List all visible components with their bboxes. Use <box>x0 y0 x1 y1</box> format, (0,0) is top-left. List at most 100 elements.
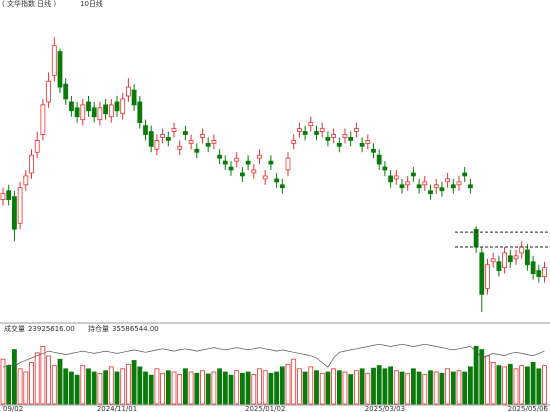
volume-bar <box>239 372 245 405</box>
candle-body <box>479 252 485 295</box>
candle-body <box>319 128 325 132</box>
candle-body <box>496 261 502 272</box>
candle-body <box>177 145 183 150</box>
volume-bar <box>502 366 508 405</box>
candle-body <box>291 139 297 144</box>
candle-body <box>456 181 462 186</box>
volume-bar <box>496 365 502 405</box>
volume-bar <box>507 363 513 405</box>
candle-body <box>194 148 200 153</box>
volume-bar <box>342 371 348 405</box>
candle-body <box>200 134 205 138</box>
volume-bar <box>371 367 376 405</box>
volume-bar <box>131 360 137 405</box>
volume-bar <box>63 368 69 405</box>
x-tick-label: 09/02 <box>3 405 23 412</box>
volume-bar <box>319 372 325 405</box>
volume-bar <box>479 349 485 405</box>
candle-body <box>410 172 416 177</box>
volume-bar <box>11 349 17 405</box>
volume-bar <box>525 366 530 405</box>
volume-bar <box>40 345 46 405</box>
volume-bar <box>262 370 268 405</box>
candle-body <box>131 89 137 106</box>
volume-bar <box>194 372 200 405</box>
candle-body <box>148 131 154 147</box>
candle-body <box>165 137 171 141</box>
x-tick-label: 2025/05/06 <box>508 405 549 412</box>
candle-body <box>74 107 80 118</box>
indicator-label: 10日线 <box>80 0 103 8</box>
volume-bar <box>80 365 86 405</box>
candle-body <box>388 175 394 183</box>
volume-bar <box>410 368 416 405</box>
candle-body <box>359 142 365 147</box>
candle-body <box>257 154 262 159</box>
candle-body <box>239 172 245 177</box>
candle-body <box>450 184 456 189</box>
volume-bar <box>279 366 285 405</box>
candle-body <box>302 131 308 135</box>
candle-body <box>439 187 445 192</box>
candle-body <box>314 131 319 135</box>
volume-bar <box>143 371 148 405</box>
volume-bar <box>126 363 131 405</box>
volume-bar <box>120 368 126 405</box>
volume-bar <box>353 370 359 405</box>
candle-body <box>86 101 91 112</box>
volume-bar <box>388 366 394 405</box>
volume-bar <box>433 371 439 405</box>
candle-body <box>97 107 103 121</box>
volume-bar <box>530 361 536 405</box>
candle-body <box>217 154 223 159</box>
candle-body <box>188 139 194 144</box>
volume-bar <box>165 370 171 405</box>
candle-body <box>279 184 285 189</box>
candle-body <box>154 139 160 150</box>
volume-bar <box>416 371 422 405</box>
volume-bar <box>268 372 274 405</box>
candle-body <box>205 142 211 147</box>
volume-bar <box>69 371 74 405</box>
candle-body <box>296 128 302 132</box>
candle-body <box>376 154 382 165</box>
candle-body <box>23 175 29 186</box>
volume-bar <box>296 368 302 405</box>
volume-bar <box>513 368 519 405</box>
candle-body <box>6 190 12 201</box>
volume-bar <box>182 368 188 405</box>
volume-bar <box>393 370 399 405</box>
chart-title: ( 文华指数 日线 ) <box>2 0 56 8</box>
candle-body <box>331 134 337 138</box>
volume-bar <box>331 368 337 405</box>
volume-bar <box>154 368 160 405</box>
candle-body <box>80 104 86 121</box>
volume-bar <box>188 371 194 405</box>
x-tick-label: 2024/11/01 <box>97 405 137 412</box>
volume-bar <box>456 370 462 405</box>
volume-bar <box>257 368 262 405</box>
candle-body <box>262 175 268 180</box>
candle-body <box>462 172 468 177</box>
volume-bar <box>74 374 80 405</box>
candle-body <box>171 128 177 132</box>
candle-body <box>114 101 120 112</box>
candle-body <box>63 83 69 100</box>
volume-label: 成交量 <box>4 324 25 333</box>
volume-bar <box>519 365 525 405</box>
volume-bar <box>234 370 240 405</box>
volume-bar <box>29 361 34 405</box>
candle-body <box>268 160 274 165</box>
candle-body <box>222 160 228 165</box>
volume-bar <box>86 368 91 405</box>
x-tick-label: 2025/03/03 <box>365 405 405 412</box>
volume-bar <box>399 371 405 405</box>
volume-bar <box>462 371 468 405</box>
volume-bar <box>34 352 40 405</box>
oi-value: 35586544.00 <box>112 325 159 333</box>
volume-value: 23925616.00 <box>28 325 75 333</box>
candle-body <box>536 270 542 277</box>
candle-body <box>405 181 411 186</box>
candle-body <box>143 125 148 135</box>
